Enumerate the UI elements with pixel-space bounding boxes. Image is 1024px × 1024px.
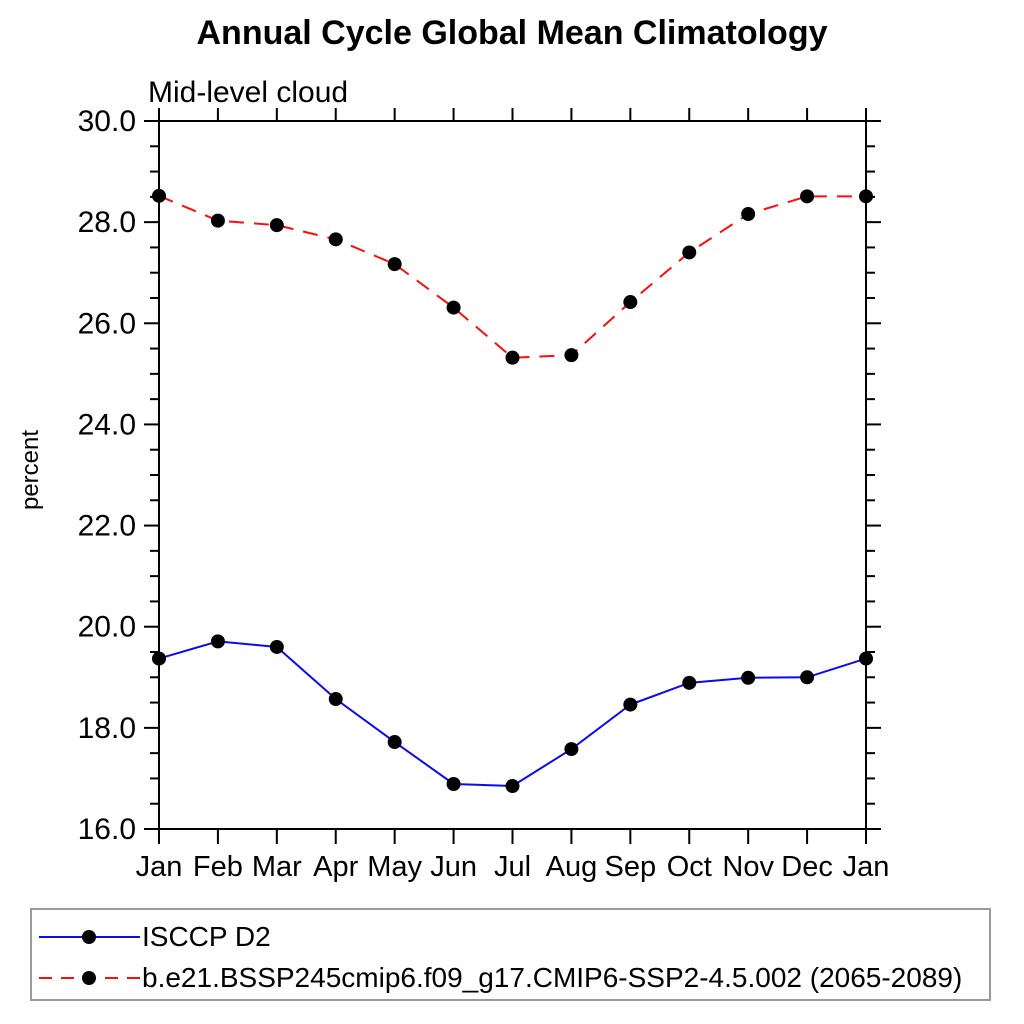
svg-text:30.0: 30.0	[78, 105, 136, 138]
svg-text:Jun: Jun	[430, 851, 477, 883]
series-line-1	[158, 194, 866, 359]
axis-ticks	[144, 108, 881, 844]
svg-text:Mar: Mar	[252, 851, 302, 883]
svg-text:24.0: 24.0	[78, 408, 136, 441]
svg-text:28.0: 28.0	[78, 206, 136, 239]
series-markers-1	[152, 188, 873, 365]
svg-text:Dec: Dec	[781, 851, 833, 883]
svg-text:Apr: Apr	[313, 851, 358, 883]
plot-frame	[158, 120, 867, 830]
svg-text:Feb: Feb	[193, 851, 243, 883]
svg-text:Sep: Sep	[605, 851, 657, 883]
svg-text:20.0: 20.0	[78, 611, 136, 644]
svg-text:Jan: Jan	[843, 851, 890, 883]
series-line-0	[158, 640, 867, 788]
legend-item-obs: ISCCP D2	[32, 922, 271, 952]
legend-label-obs: ISCCP D2	[142, 921, 271, 952]
svg-text:18.0: 18.0	[78, 712, 136, 745]
legend-item-model: b.e21.BSSP245cmip6.f09_g17.CMIP6-SSP2-4.…	[32, 963, 962, 993]
series-markers-0	[152, 634, 873, 794]
axis-tick-labels: 16.0 18.0 20.0 22.0 24.0 26.0 28.0 30.0 Jan Feb Ma…	[78, 105, 890, 883]
legend-sample-solid-line-icon	[39, 930, 140, 944]
chart-subtitle: Mid-level cloud	[148, 76, 349, 109]
svg-text:16.0: 16.0	[78, 813, 136, 846]
chart-title: Annual Cycle Global Mean Climatology	[196, 14, 828, 52]
legend-label-model: b.e21.BSSP245cmip6.f09_g17.CMIP6-SSP2-4.…	[142, 962, 963, 993]
svg-text:Aug: Aug	[546, 851, 598, 883]
svg-text:Jan: Jan	[136, 851, 183, 883]
legend: ISCCP D2 b.e21.BSSP245cmip6.f09_g17.CMIP…	[30, 908, 991, 1001]
svg-text:Jul: Jul	[494, 851, 531, 883]
legend-sample-dashed-line-icon	[39, 971, 140, 985]
svg-text:22.0: 22.0	[78, 510, 136, 543]
svg-text:Nov: Nov	[722, 851, 774, 883]
svg-text:26.0: 26.0	[78, 307, 136, 340]
svg-text:Oct: Oct	[667, 851, 712, 883]
svg-text:May: May	[367, 851, 422, 883]
y-axis-label: percent	[17, 430, 44, 510]
